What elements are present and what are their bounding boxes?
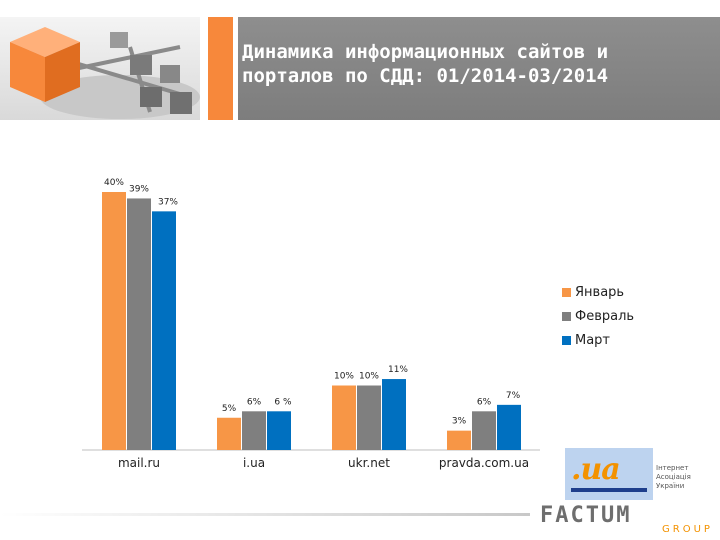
bar-january-0 <box>102 192 126 450</box>
bar-february-0 <box>127 198 151 450</box>
bar-march-2 <box>382 379 406 450</box>
bar-january-1 <box>217 417 241 450</box>
value-label-february-2: 10% <box>359 372 379 382</box>
cubes-illustration-icon <box>10 27 200 119</box>
legend-label-january: Январь <box>575 284 625 300</box>
footer-divider <box>0 513 530 516</box>
value-label-march-0: 37% <box>158 197 178 207</box>
bar-february-1 <box>242 411 266 450</box>
x-tick-label-0: mail.ru <box>118 456 160 470</box>
accent-bar <box>208 17 233 120</box>
bar-february-2 <box>357 385 381 450</box>
x-tick-label-2: ukr.net <box>348 456 390 470</box>
bar-march-0 <box>152 211 176 450</box>
value-label-march-2: 11% <box>388 365 408 375</box>
value-label-february-0: 39% <box>129 184 149 194</box>
value-label-march-1: 6 % <box>274 397 292 407</box>
tick-labels-group: mail.ru i.ua ukr.net pravda.com.ua <box>118 456 529 470</box>
bar-march-1 <box>267 411 291 450</box>
legend: Январь Февраль Март <box>562 280 634 352</box>
brand-logo: FACTUM <box>540 503 632 528</box>
value-labels-group: 40% 39% 37% 5% 6% 6 % 10% 10% 11% 3% 6% 7% <box>104 178 521 427</box>
value-label-january-3: 3% <box>452 417 467 427</box>
legend-item-february: Февраль <box>562 304 634 328</box>
x-tick-label-1: i.ua <box>243 456 265 470</box>
value-label-january-1: 5% <box>222 404 237 414</box>
bar-chart: 40% 39% 37% 5% 6% 6 % 10% 10% 11% 3% 6% 7% mail.ru i… <box>82 178 540 470</box>
x-tick-label-3: pravda.com.ua <box>439 456 529 470</box>
bars-group <box>102 192 521 450</box>
legend-swatch-january <box>562 287 571 297</box>
value-label-january-0: 40% <box>104 178 124 188</box>
association-logo-text: .ua <box>571 452 621 487</box>
legend-swatch-march <box>562 335 571 345</box>
bar-february-3 <box>472 411 496 450</box>
association-logo-stripe <box>571 488 647 492</box>
legend-label-march: Март <box>575 332 611 348</box>
legend-item-january: Январь <box>562 280 634 304</box>
value-label-january-2: 10% <box>334 372 354 382</box>
bar-march-3 <box>497 404 521 450</box>
value-label-march-3: 7% <box>506 391 521 401</box>
association-logo: .ua <box>565 448 653 500</box>
legend-item-march: Март <box>562 328 634 352</box>
legend-label-february: Февраль <box>575 308 635 324</box>
title-panel <box>238 17 720 120</box>
legend-swatch-february <box>562 311 571 321</box>
bar-january-2 <box>332 385 356 450</box>
brand-logo-sub: GROUP <box>662 524 713 535</box>
header-illustration <box>0 17 200 120</box>
bar-january-3 <box>447 430 471 450</box>
value-label-february-1: 6% <box>247 397 262 407</box>
slide-title: Динамика информационных сайтов и портало… <box>242 41 609 87</box>
association-caption: Інтернет Асоціація України <box>656 464 691 490</box>
value-label-february-3: 6% <box>477 397 492 407</box>
